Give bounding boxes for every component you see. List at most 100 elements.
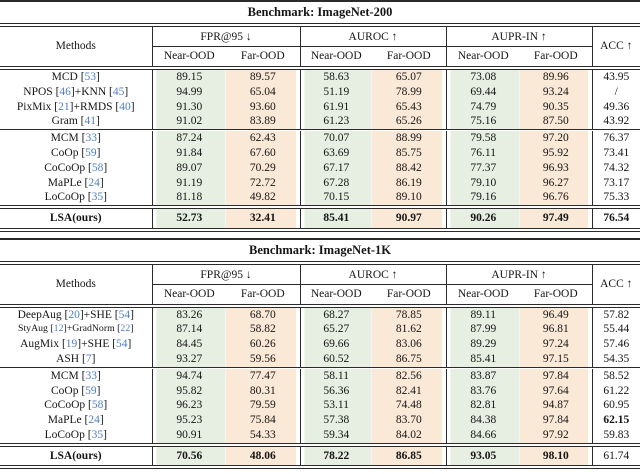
header-row-subcols: Near-OOD Far-OOD Near-OOD Far-OOD Near-O…: [0, 284, 640, 305]
value-cell: 79.59: [226, 398, 300, 414]
citation-ref[interactable]: 53: [84, 71, 97, 83]
method-cell: MCM [33]: [0, 131, 152, 146]
citation-ref[interactable]: 24: [88, 414, 100, 427]
citation-ref[interactable]: 24: [88, 176, 100, 189]
value-cell: 96.93: [520, 160, 592, 176]
header-row-groups: Methods FPR@95 ↓ AUROC ↑ AUPR-IN ↑ ACC ↑: [0, 26, 640, 67]
method-name: StyAug [: [18, 323, 54, 335]
method-cell: LoCoOp [35]: [0, 428, 152, 443]
method-name: ]: [127, 338, 132, 351]
value-cell: 72.72: [226, 175, 300, 191]
subcol-header-far-ood: Far-OOD: [533, 50, 578, 62]
value-cell: 94.99: [151, 84, 226, 100]
value-cell: 68.27: [299, 307, 372, 323]
value-cell: 97.24: [520, 337, 592, 353]
acc-cell: 61.74: [591, 446, 640, 466]
value-cell: 97.15: [520, 352, 592, 368]
method-cell: ASH [7]: [0, 352, 152, 367]
value-cell: 96.76: [520, 190, 592, 206]
value-cell: 98.10: [520, 446, 592, 466]
acc-cell: 57.82: [591, 307, 640, 323]
citation-ref[interactable]: 59: [85, 146, 97, 159]
value-cell: 96.81: [520, 322, 592, 338]
results-table: Benchmark: ImageNet-1K Methods FPR@95 ↓ …: [0, 237, 640, 470]
value-cell: 65.26: [372, 114, 446, 130]
method-name: ]: [99, 414, 104, 427]
acc-cell: 61.22: [591, 383, 640, 399]
results-table: Benchmark: ImageNet-200 Methods FPR@95 ↓…: [0, 0, 640, 232]
value-cell: 84.38: [445, 413, 520, 429]
value-cell: 81.18: [151, 190, 226, 206]
citation-ref[interactable]: 21: [58, 100, 70, 113]
col-group-header-fpr95: FPR@95 ↓: [151, 264, 300, 285]
ours-row: LSA(ours) 70.56 48.06 78.22 86.85 93.05 98.10 6…: [0, 446, 640, 466]
citation-ref[interactable]: 58: [91, 399, 104, 412]
value-cell: 83.70: [372, 413, 446, 429]
value-cell: 48.06: [226, 446, 300, 466]
citation-ref[interactable]: 58: [91, 161, 104, 174]
value-cell: 90.26: [445, 208, 520, 229]
value-cell: 81.62: [372, 322, 446, 338]
method-name: MCM [: [50, 369, 86, 382]
double-rule: [0, 227, 640, 232]
subcol-header-near-ood: Near-OOD: [299, 46, 372, 67]
subcol-header-far-ood: Far-OOD: [533, 287, 578, 300]
citation-ref[interactable]: 19: [65, 338, 78, 351]
value-cell: 75.84: [226, 413, 300, 429]
citation-ref[interactable]: 46: [59, 85, 71, 98]
value-cell: 65.04: [226, 84, 300, 100]
citation-ref[interactable]: 54: [116, 338, 128, 351]
method-cell: CoOp [59]: [0, 384, 152, 399]
table-row: StyAug [12]+GradNorm [22] 87.14 58.82 65.27…: [0, 322, 640, 338]
citation-ref[interactable]: 12: [53, 323, 64, 335]
citation-ref[interactable]: 41: [84, 115, 97, 128]
value-cell: 78.22: [299, 446, 372, 466]
value-cell: 75.16: [445, 114, 520, 130]
subcol-header-near-ood: Near-OOD: [151, 46, 226, 67]
acc-cell: /: [591, 84, 640, 100]
method-cell: LSA(ours): [0, 209, 152, 229]
single-rule: [0, 129, 640, 132]
method-name: ]: [103, 399, 108, 412]
method-name: DeepAug [: [17, 308, 69, 321]
value-cell: 86.85: [372, 446, 446, 466]
value-cell: 79.16: [445, 190, 520, 206]
citation-ref[interactable]: 22: [120, 323, 131, 335]
citation-ref[interactable]: 35: [91, 191, 104, 204]
method-name: ]: [96, 369, 101, 382]
value-cell: 88.42: [372, 160, 446, 176]
citation-ref[interactable]: 54: [118, 308, 131, 321]
method-name: MCM [: [50, 132, 86, 145]
value-cell: 60.26: [226, 337, 300, 353]
citation-ref[interactable]: 20: [68, 308, 80, 321]
value-cell: 58.63: [299, 69, 372, 85]
method-name: LSA(ours): [49, 449, 102, 462]
value-cell: 89.10: [372, 190, 446, 206]
citation-ref[interactable]: 35: [91, 429, 104, 442]
value-cell: 59.56: [226, 352, 300, 368]
value-cell: 73.08: [445, 69, 520, 85]
method-cell: MaPLe [24]: [0, 176, 152, 191]
value-cell: 77.47: [226, 368, 300, 384]
citation-ref[interactable]: 7: [85, 353, 92, 366]
value-cell: 67.17: [299, 160, 372, 176]
value-cell: 83.76: [445, 383, 520, 399]
citation-ref[interactable]: 33: [85, 132, 97, 145]
value-cell: 74.79: [445, 99, 520, 115]
method-name: LoCoOp [: [44, 191, 92, 204]
value-cell: 96.23: [151, 398, 226, 414]
value-cell: 70.29: [226, 160, 300, 176]
value-cell: 89.29: [445, 337, 520, 353]
method-cell: MCD [53]: [0, 70, 152, 85]
value-cell: 96.49: [520, 307, 592, 323]
citation-ref[interactable]: 33: [85, 369, 97, 382]
acc-cell: 60.95: [591, 398, 640, 414]
value-cell: 89.96: [520, 69, 592, 85]
citation-ref[interactable]: 40: [119, 100, 131, 113]
method-name: CoCoOp [: [44, 161, 92, 174]
citation-ref[interactable]: 45: [112, 85, 125, 98]
citation-ref[interactable]: 59: [85, 384, 97, 397]
value-cell: 86.75: [372, 352, 446, 368]
method-cell: MCM [33]: [0, 369, 152, 384]
value-cell: 94.74: [151, 368, 226, 384]
